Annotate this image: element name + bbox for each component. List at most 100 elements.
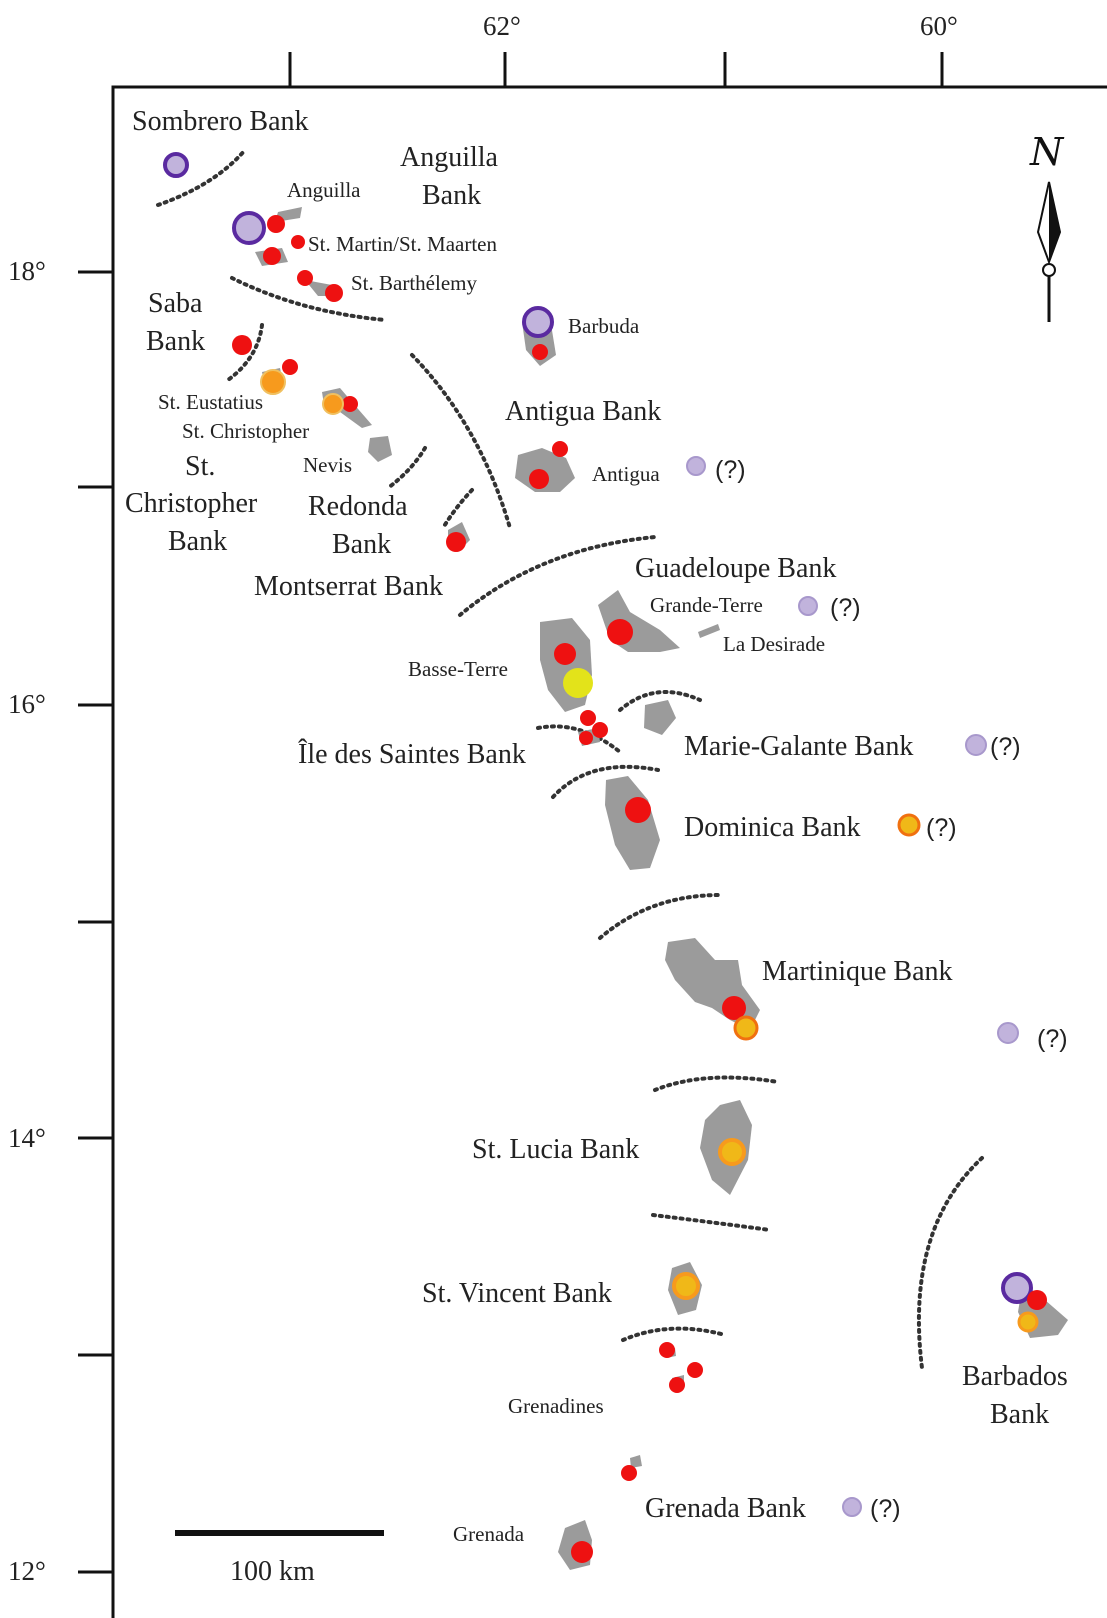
label-nevis: Nevis	[303, 453, 352, 477]
label-stchristopher: St. Christopher	[182, 419, 309, 443]
marker-red	[267, 215, 285, 233]
label-stbarthelemy: St. Barthélemy	[351, 271, 477, 295]
marker-lavender	[798, 596, 818, 616]
marker-red	[232, 335, 252, 355]
latitude-ticks	[78, 270, 113, 1574]
island-nevis	[368, 436, 392, 462]
marker-red	[532, 344, 548, 360]
marker-lavender	[965, 734, 987, 756]
lon-tick-62: 62°	[483, 11, 521, 41]
lon-tick-60: 60°	[920, 11, 958, 41]
label-redonda-bank-1: Redonda	[308, 491, 408, 522]
label-dominica-bank: Dominica Bank	[684, 812, 861, 843]
query-antigua: (?)	[715, 456, 746, 484]
label-anguilla-bank-1: Anguilla	[400, 142, 499, 173]
marker-red	[297, 270, 313, 286]
label-anguilla-bank-2: Bank	[422, 180, 481, 211]
label-grenada-bank: Grenada Bank	[645, 1493, 806, 1524]
marker-red	[446, 532, 466, 552]
island-basseterre	[540, 618, 592, 712]
marker-red	[552, 441, 568, 457]
island-ladesirade	[698, 624, 720, 638]
marker-red	[263, 247, 281, 265]
marker-red	[722, 996, 746, 1020]
label-stchristopher-bank-2: Christopher	[125, 488, 258, 519]
label-barbuda: Barbuda	[568, 314, 640, 338]
map-frame	[111, 85, 1107, 1618]
label-barbados-bank-1: Barbados	[962, 1361, 1068, 1392]
marker-lavender	[842, 1497, 862, 1517]
island-dominica	[605, 776, 660, 870]
marker-red	[621, 1465, 637, 1481]
island-mariegalante	[644, 700, 676, 735]
label-grenada: Grenada	[453, 1522, 525, 1546]
marker-red	[669, 1377, 685, 1393]
marker-orange	[322, 393, 344, 415]
label-barbados-bank-2: Bank	[990, 1399, 1049, 1430]
marker-orange	[897, 813, 921, 837]
label-antigua-bank: Antigua Bank	[505, 396, 661, 427]
marker-red	[687, 1362, 703, 1378]
lat-tick-18: 18°	[8, 256, 46, 286]
label-saba-bank-1: Saba	[148, 288, 203, 319]
label-stchristopher-bank-3: Bank	[168, 526, 227, 557]
label-basseterre: Basse-Terre	[408, 657, 508, 681]
label-stlucia-bank: St. Lucia Bank	[472, 1134, 639, 1165]
bank-boundaries	[156, 148, 984, 1370]
label-grenadines: Grenadines	[508, 1394, 604, 1418]
label-anguilla: Anguilla	[287, 178, 361, 202]
marker-orange	[260, 369, 286, 395]
marker-red	[607, 619, 633, 645]
lat-tick-16: 16°	[8, 689, 46, 719]
label-redonda-bank-2: Bank	[332, 529, 391, 560]
marker-red	[1027, 1290, 1047, 1310]
north-arrow-icon: N	[1029, 130, 1065, 322]
query-grenada: (?)	[870, 1495, 901, 1523]
marker-red	[625, 797, 651, 823]
label-saintes-bank: Île des Saintes Bank	[298, 739, 526, 770]
marker-red	[592, 722, 608, 738]
marker-yellow	[563, 668, 593, 698]
label-martinique-bank: Martinique Bank	[762, 956, 953, 987]
marker-lavender	[997, 1022, 1019, 1044]
marker-purple-ring	[232, 211, 266, 245]
label-ladesirade: La Desirade	[723, 632, 825, 656]
longitude-ticks	[288, 52, 944, 87]
islands	[255, 207, 1068, 1570]
marker-orange	[733, 1015, 759, 1041]
marker-orange	[1017, 1311, 1039, 1333]
marker-red	[659, 1342, 675, 1358]
marker-red	[282, 359, 298, 375]
marker-orange	[718, 1138, 746, 1166]
island-grenadine-c	[630, 1455, 642, 1468]
label-antigua: Antigua	[592, 462, 660, 486]
marker-red	[579, 731, 593, 745]
marker-orange	[672, 1272, 700, 1300]
marker-red	[529, 469, 549, 489]
lat-tick-14: 14°	[8, 1123, 46, 1153]
marker-purple-ring	[1001, 1272, 1033, 1304]
marker-purple-ring	[522, 306, 554, 338]
query-mariegalante: (?)	[990, 733, 1021, 761]
label-saba-bank-2: Bank	[146, 326, 205, 357]
marker-lavender	[686, 456, 706, 476]
marker-red	[554, 643, 576, 665]
marker-red	[580, 710, 596, 726]
markers	[163, 152, 1047, 1563]
label-steustatius: St. Eustatius	[158, 390, 263, 414]
marker-red	[291, 235, 305, 249]
label-stmartin: St. Martin/St. Maarten	[308, 232, 497, 256]
label-grandeterre: Grande-Terre	[650, 593, 763, 617]
marker-red	[325, 284, 343, 302]
scale-label: 100 km	[230, 1556, 315, 1587]
marker-red	[571, 1541, 593, 1563]
marker-purple-ring	[163, 152, 189, 178]
query-grandeterre: (?)	[830, 594, 861, 622]
marker-red	[342, 396, 358, 412]
label-mariegalante-bank: Marie-Galante Bank	[684, 731, 913, 762]
label-stchristopher-bank-1: St.	[185, 451, 215, 482]
label-guadeloupe-bank: Guadeloupe Bank	[635, 553, 836, 584]
label-sombrero-bank: Sombrero Bank	[132, 106, 309, 137]
query-martinique: (?)	[1037, 1025, 1068, 1053]
